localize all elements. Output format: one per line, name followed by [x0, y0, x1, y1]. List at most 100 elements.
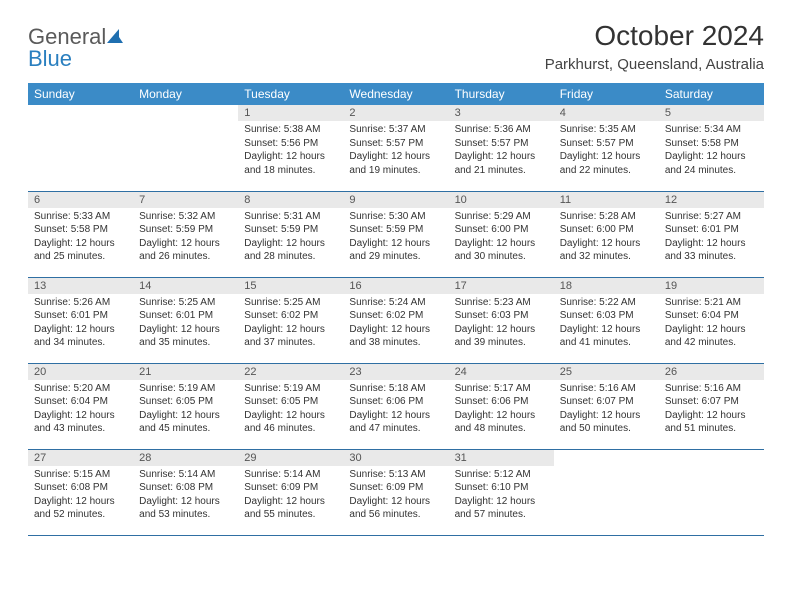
calendar-cell: 22Sunrise: 5:19 AMSunset: 6:05 PMDayligh… — [238, 363, 343, 449]
cell-line-daylight2: and 33 minutes. — [665, 250, 758, 264]
cell-line-sunset: Sunset: 6:03 PM — [560, 309, 653, 323]
cell-line-daylight1: Daylight: 12 hours — [455, 409, 548, 423]
calendar-cell: 25Sunrise: 5:16 AMSunset: 6:07 PMDayligh… — [554, 363, 659, 449]
cell-line-daylight2: and 35 minutes. — [139, 336, 232, 350]
day-number: 3 — [449, 105, 554, 121]
cell-line-sunrise: Sunrise: 5:30 AM — [349, 210, 442, 224]
cell-line-sunrise: Sunrise: 5:26 AM — [34, 296, 127, 310]
cell-line-sunset: Sunset: 6:10 PM — [455, 481, 548, 495]
cell-line-sunrise: Sunrise: 5:36 AM — [455, 123, 548, 137]
calendar-row: 20Sunrise: 5:20 AMSunset: 6:04 PMDayligh… — [28, 363, 764, 449]
cell-body-empty — [28, 121, 133, 125]
day-number-empty — [133, 105, 238, 121]
cell-body: Sunrise: 5:24 AMSunset: 6:02 PMDaylight:… — [343, 294, 448, 352]
cell-line-sunset: Sunset: 6:06 PM — [349, 395, 442, 409]
calendar-cell — [133, 105, 238, 191]
weekday-header: Wednesday — [343, 83, 448, 105]
cell-line-daylight2: and 51 minutes. — [665, 422, 758, 436]
cell-body: Sunrise: 5:25 AMSunset: 6:02 PMDaylight:… — [238, 294, 343, 352]
day-number: 24 — [449, 364, 554, 380]
cell-line-daylight2: and 28 minutes. — [244, 250, 337, 264]
day-number: 31 — [449, 450, 554, 466]
cell-line-sunset: Sunset: 5:56 PM — [244, 137, 337, 151]
cell-body: Sunrise: 5:30 AMSunset: 5:59 PMDaylight:… — [343, 208, 448, 266]
calendar-cell: 8Sunrise: 5:31 AMSunset: 5:59 PMDaylight… — [238, 191, 343, 277]
cell-line-daylight1: Daylight: 12 hours — [455, 150, 548, 164]
cell-line-sunrise: Sunrise: 5:13 AM — [349, 468, 442, 482]
cell-line-sunrise: Sunrise: 5:16 AM — [665, 382, 758, 396]
cell-line-sunrise: Sunrise: 5:14 AM — [244, 468, 337, 482]
calendar-cell: 28Sunrise: 5:14 AMSunset: 6:08 PMDayligh… — [133, 449, 238, 535]
cell-line-daylight2: and 25 minutes. — [34, 250, 127, 264]
calendar-cell: 6Sunrise: 5:33 AMSunset: 5:58 PMDaylight… — [28, 191, 133, 277]
cell-line-daylight1: Daylight: 12 hours — [349, 495, 442, 509]
cell-line-daylight1: Daylight: 12 hours — [139, 323, 232, 337]
cell-body: Sunrise: 5:17 AMSunset: 6:06 PMDaylight:… — [449, 380, 554, 438]
cell-body: Sunrise: 5:36 AMSunset: 5:57 PMDaylight:… — [449, 121, 554, 179]
calendar-cell: 20Sunrise: 5:20 AMSunset: 6:04 PMDayligh… — [28, 363, 133, 449]
cell-line-sunrise: Sunrise: 5:25 AM — [139, 296, 232, 310]
day-number-empty — [659, 450, 764, 466]
cell-line-daylight2: and 53 minutes. — [139, 508, 232, 522]
cell-line-sunrise: Sunrise: 5:35 AM — [560, 123, 653, 137]
calendar-cell: 27Sunrise: 5:15 AMSunset: 6:08 PMDayligh… — [28, 449, 133, 535]
calendar-cell: 29Sunrise: 5:14 AMSunset: 6:09 PMDayligh… — [238, 449, 343, 535]
cell-line-daylight1: Daylight: 12 hours — [349, 409, 442, 423]
day-number: 15 — [238, 278, 343, 294]
calendar-cell: 4Sunrise: 5:35 AMSunset: 5:57 PMDaylight… — [554, 105, 659, 191]
cell-body: Sunrise: 5:14 AMSunset: 6:08 PMDaylight:… — [133, 466, 238, 524]
calendar-cell: 13Sunrise: 5:26 AMSunset: 6:01 PMDayligh… — [28, 277, 133, 363]
cell-line-sunset: Sunset: 6:00 PM — [560, 223, 653, 237]
cell-body: Sunrise: 5:29 AMSunset: 6:00 PMDaylight:… — [449, 208, 554, 266]
cell-line-daylight1: Daylight: 12 hours — [139, 495, 232, 509]
cell-line-daylight2: and 29 minutes. — [349, 250, 442, 264]
cell-body: Sunrise: 5:18 AMSunset: 6:06 PMDaylight:… — [343, 380, 448, 438]
day-number: 4 — [554, 105, 659, 121]
cell-line-sunset: Sunset: 5:57 PM — [349, 137, 442, 151]
cell-body: Sunrise: 5:25 AMSunset: 6:01 PMDaylight:… — [133, 294, 238, 352]
cell-body: Sunrise: 5:26 AMSunset: 6:01 PMDaylight:… — [28, 294, 133, 352]
calendar-cell — [28, 105, 133, 191]
brand-part2: Blue — [28, 46, 72, 71]
cell-line-sunset: Sunset: 6:01 PM — [139, 309, 232, 323]
cell-line-daylight2: and 24 minutes. — [665, 164, 758, 178]
day-number: 14 — [133, 278, 238, 294]
cell-line-daylight2: and 18 minutes. — [244, 164, 337, 178]
cell-line-daylight2: and 43 minutes. — [34, 422, 127, 436]
calendar-cell: 16Sunrise: 5:24 AMSunset: 6:02 PMDayligh… — [343, 277, 448, 363]
cell-line-daylight1: Daylight: 12 hours — [349, 237, 442, 251]
cell-line-sunrise: Sunrise: 5:34 AM — [665, 123, 758, 137]
day-number: 7 — [133, 192, 238, 208]
cell-line-daylight2: and 57 minutes. — [455, 508, 548, 522]
cell-body: Sunrise: 5:14 AMSunset: 6:09 PMDaylight:… — [238, 466, 343, 524]
day-number: 27 — [28, 450, 133, 466]
cell-line-daylight2: and 41 minutes. — [560, 336, 653, 350]
calendar-table: Sunday Monday Tuesday Wednesday Thursday… — [28, 83, 764, 536]
cell-line-daylight2: and 19 minutes. — [349, 164, 442, 178]
cell-body: Sunrise: 5:16 AMSunset: 6:07 PMDaylight:… — [554, 380, 659, 438]
cell-body: Sunrise: 5:37 AMSunset: 5:57 PMDaylight:… — [343, 121, 448, 179]
cell-line-daylight1: Daylight: 12 hours — [560, 237, 653, 251]
cell-line-daylight1: Daylight: 12 hours — [244, 237, 337, 251]
cell-line-sunrise: Sunrise: 5:27 AM — [665, 210, 758, 224]
cell-line-daylight1: Daylight: 12 hours — [665, 237, 758, 251]
cell-line-sunrise: Sunrise: 5:29 AM — [455, 210, 548, 224]
cell-line-sunrise: Sunrise: 5:28 AM — [560, 210, 653, 224]
day-number: 11 — [554, 192, 659, 208]
day-number: 20 — [28, 364, 133, 380]
cell-body: Sunrise: 5:38 AMSunset: 5:56 PMDaylight:… — [238, 121, 343, 179]
cell-body-empty — [133, 121, 238, 125]
weekday-header: Saturday — [659, 83, 764, 105]
calendar-cell: 26Sunrise: 5:16 AMSunset: 6:07 PMDayligh… — [659, 363, 764, 449]
cell-line-daylight2: and 42 minutes. — [665, 336, 758, 350]
cell-line-daylight1: Daylight: 12 hours — [560, 323, 653, 337]
cell-line-daylight1: Daylight: 12 hours — [665, 150, 758, 164]
cell-line-sunrise: Sunrise: 5:19 AM — [139, 382, 232, 396]
cell-line-daylight1: Daylight: 12 hours — [244, 409, 337, 423]
calendar-cell — [659, 449, 764, 535]
cell-line-daylight1: Daylight: 12 hours — [665, 323, 758, 337]
weekday-row: Sunday Monday Tuesday Wednesday Thursday… — [28, 83, 764, 105]
cell-line-daylight1: Daylight: 12 hours — [34, 323, 127, 337]
cell-line-sunset: Sunset: 5:59 PM — [139, 223, 232, 237]
cell-body-empty — [659, 466, 764, 470]
